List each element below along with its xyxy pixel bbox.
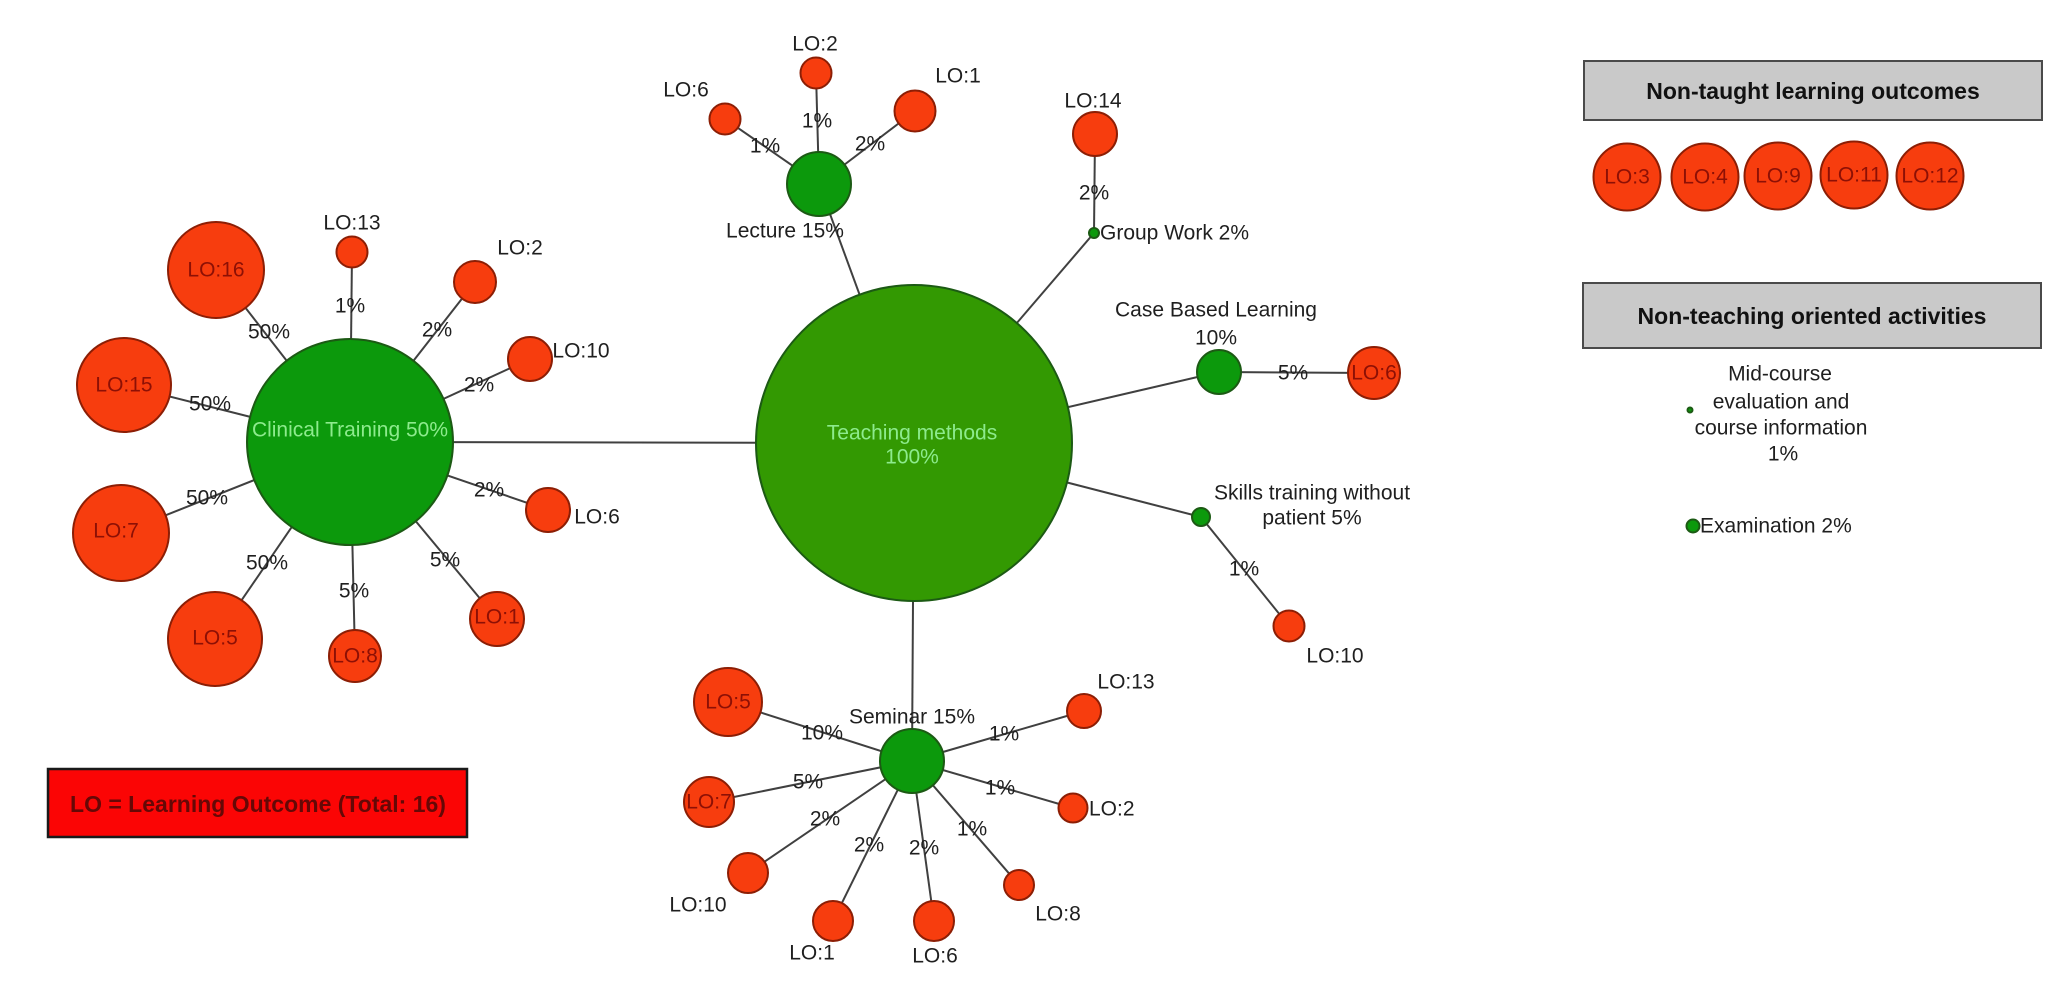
svg-text:50%: 50% (189, 393, 231, 416)
svg-text:LO:6: LO:6 (912, 945, 958, 968)
svg-text:2%: 2% (909, 837, 939, 860)
svg-text:1%: 1% (335, 295, 365, 318)
svg-text:Group Work 2%: Group Work 2% (1100, 222, 1249, 245)
svg-text:LO:8: LO:8 (332, 645, 378, 668)
svg-text:LO:2: LO:2 (497, 237, 543, 260)
svg-text:LO:5: LO:5 (705, 691, 751, 714)
svg-text:1%: 1% (957, 818, 987, 841)
svg-text:LO:14: LO:14 (1064, 90, 1122, 113)
svg-text:50%: 50% (248, 321, 290, 344)
svg-text:2%: 2% (474, 479, 504, 502)
svg-text:Teaching methods: Teaching methods (827, 422, 997, 445)
svg-text:1%: 1% (989, 723, 1019, 746)
svg-text:2%: 2% (810, 808, 840, 831)
svg-text:Skills training without: Skills training without (1214, 482, 1410, 505)
svg-text:LO:13: LO:13 (1097, 671, 1154, 694)
svg-text:LO:6: LO:6 (1351, 362, 1397, 385)
svg-text:LO:4: LO:4 (1682, 166, 1728, 189)
svg-text:10%: 10% (801, 722, 843, 745)
svg-text:LO:7: LO:7 (93, 520, 139, 543)
svg-text:2%: 2% (422, 319, 452, 342)
svg-text:LO:1: LO:1 (474, 606, 520, 629)
svg-text:Clinical Training 50%: Clinical Training 50% (252, 419, 448, 442)
svg-text:5%: 5% (1278, 362, 1308, 385)
svg-text:2%: 2% (464, 374, 494, 397)
svg-text:Examination 2%: Examination 2% (1700, 515, 1852, 538)
svg-text:50%: 50% (246, 552, 288, 575)
svg-text:LO:10: LO:10 (1306, 645, 1363, 668)
svg-text:1%: 1% (1229, 558, 1259, 581)
svg-text:LO:5: LO:5 (192, 627, 238, 650)
svg-text:5%: 5% (793, 771, 823, 794)
svg-text:LO:12: LO:12 (1901, 165, 1958, 188)
svg-text:Lecture 15%: Lecture 15% (726, 220, 844, 243)
svg-text:2%: 2% (854, 834, 884, 857)
svg-text:LO:13: LO:13 (323, 212, 380, 235)
svg-text:Mid-course: Mid-course (1728, 363, 1832, 386)
svg-text:LO:1: LO:1 (935, 65, 981, 88)
svg-text:LO:1: LO:1 (789, 942, 835, 965)
svg-text:LO:10: LO:10 (552, 340, 609, 363)
svg-text:Case Based Learning: Case Based Learning (1115, 299, 1317, 322)
svg-text:100%: 100% (885, 446, 939, 469)
svg-text:5%: 5% (339, 580, 369, 603)
svg-text:1%: 1% (802, 110, 832, 133)
svg-text:Non-taught learning outcomes: Non-taught learning outcomes (1646, 78, 1980, 104)
svg-text:2%: 2% (855, 133, 885, 156)
svg-text:LO:10: LO:10 (669, 894, 726, 917)
svg-text:1%: 1% (750, 135, 780, 158)
svg-text:LO:6: LO:6 (574, 506, 620, 529)
svg-text:patient 5%: patient 5% (1262, 507, 1361, 530)
svg-text:LO:2: LO:2 (792, 33, 838, 56)
svg-text:LO:3: LO:3 (1604, 166, 1650, 189)
svg-text:LO:8: LO:8 (1035, 903, 1081, 926)
svg-text:2%: 2% (1079, 182, 1109, 205)
svg-text:course information: course information (1695, 417, 1868, 440)
svg-text:LO:6: LO:6 (663, 79, 709, 102)
svg-text:5%: 5% (430, 549, 460, 572)
svg-text:LO:11: LO:11 (1826, 164, 1882, 187)
svg-text:LO:16: LO:16 (187, 259, 244, 282)
svg-text:LO = Learning Outcome (Total:: LO = Learning Outcome (Total: 16) (70, 791, 446, 817)
svg-text:10%: 10% (1195, 327, 1237, 350)
svg-text:LO:9: LO:9 (1755, 165, 1801, 188)
svg-text:Seminar 15%: Seminar 15% (849, 706, 975, 729)
svg-text:evaluation and: evaluation and (1713, 391, 1850, 414)
svg-text:LO:2: LO:2 (1089, 798, 1135, 821)
svg-text:1%: 1% (985, 777, 1015, 800)
svg-text:Non-teaching oriented activiti: Non-teaching oriented activities (1638, 303, 1987, 329)
svg-text:50%: 50% (186, 487, 228, 510)
svg-text:LO:15: LO:15 (95, 374, 152, 397)
svg-text:1%: 1% (1768, 443, 1798, 466)
svg-text:LO:7: LO:7 (686, 791, 732, 814)
